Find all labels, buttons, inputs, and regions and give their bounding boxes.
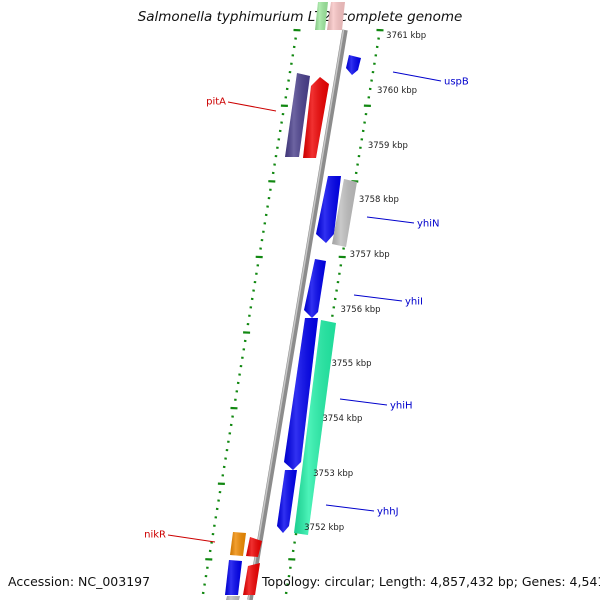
feature-top-pink <box>327 2 345 30</box>
gene-label-uspb: uspB <box>444 77 469 88</box>
kbp-tick-label: 3760 kbp <box>377 86 417 96</box>
feature-blocks <box>225 2 361 600</box>
feature-yhhJ <box>277 470 297 533</box>
gene-leader-line <box>325 504 375 512</box>
feature-yhiH <box>284 318 318 470</box>
kbp-tick-label: 3756 kbp <box>340 305 380 315</box>
feature-bottom-blue <box>225 560 242 595</box>
gene-leader-line <box>339 398 388 406</box>
feature-nikR <box>230 532 246 556</box>
kbp-tick-label: 3758 kbp <box>359 195 399 205</box>
gene-labels: uspB pitA yhiN yhiI yhiH yhhJ nikR <box>144 71 469 543</box>
kbp-tick-label: 3761 kbp <box>386 31 426 41</box>
gene-label-nikr: nikR <box>144 530 166 541</box>
gene-label-pita: pitA <box>206 97 226 108</box>
gene-leader-line <box>167 534 216 543</box>
gene-leader-line <box>392 71 442 82</box>
map-title: Salmonella typhimurium LT2, complete gen… <box>137 9 463 25</box>
gene-label-yhhj: yhhJ <box>377 507 399 518</box>
kbp-tick-label: 3753 kbp <box>313 469 353 479</box>
kbp-tick-label: 3754 kbp <box>322 414 362 424</box>
left-dot-track <box>201 28 301 595</box>
feature-pitA <box>303 77 329 158</box>
feature-uspB <box>346 55 361 75</box>
topology-summary: Topology: circular; Length: 4,857,432 bp… <box>262 574 600 589</box>
backbone-line <box>247 29 348 600</box>
backbone-highlight <box>247 29 345 600</box>
gene-leader-line <box>366 216 415 224</box>
feature-bottom-gray <box>226 596 240 600</box>
genome-backbone <box>247 29 348 600</box>
feature-gray-block <box>332 179 357 247</box>
kbp-tick-label: 3755 kbp <box>331 359 371 369</box>
feature-top-green <box>315 2 328 30</box>
gene-leader-line <box>353 294 403 302</box>
feature-bottom-red <box>243 563 260 595</box>
feature-red-small <box>246 537 262 557</box>
kbp-tick-label: 3757 kbp <box>350 250 390 260</box>
feature-teal-block <box>294 320 336 535</box>
feature-yhiN <box>316 176 341 243</box>
gene-label-yhin: yhiN <box>417 219 440 230</box>
gene-leader-line <box>227 101 277 112</box>
gene-label-yhih: yhiH <box>390 401 413 412</box>
feature-navy-block <box>285 73 310 157</box>
kbp-ticks: 3761 kbp 3760 kbp 3759 kbp 3758 kbp 3757 kbp… <box>304 31 426 533</box>
accession-label: Accession: NC_003197 <box>8 574 151 589</box>
kbp-tick-label: 3752 kbp <box>304 523 344 533</box>
gene-label-yhii: yhiI <box>405 297 423 308</box>
kbp-tick-label: 3759 kbp <box>368 141 408 151</box>
feature-yhiI <box>304 259 326 318</box>
